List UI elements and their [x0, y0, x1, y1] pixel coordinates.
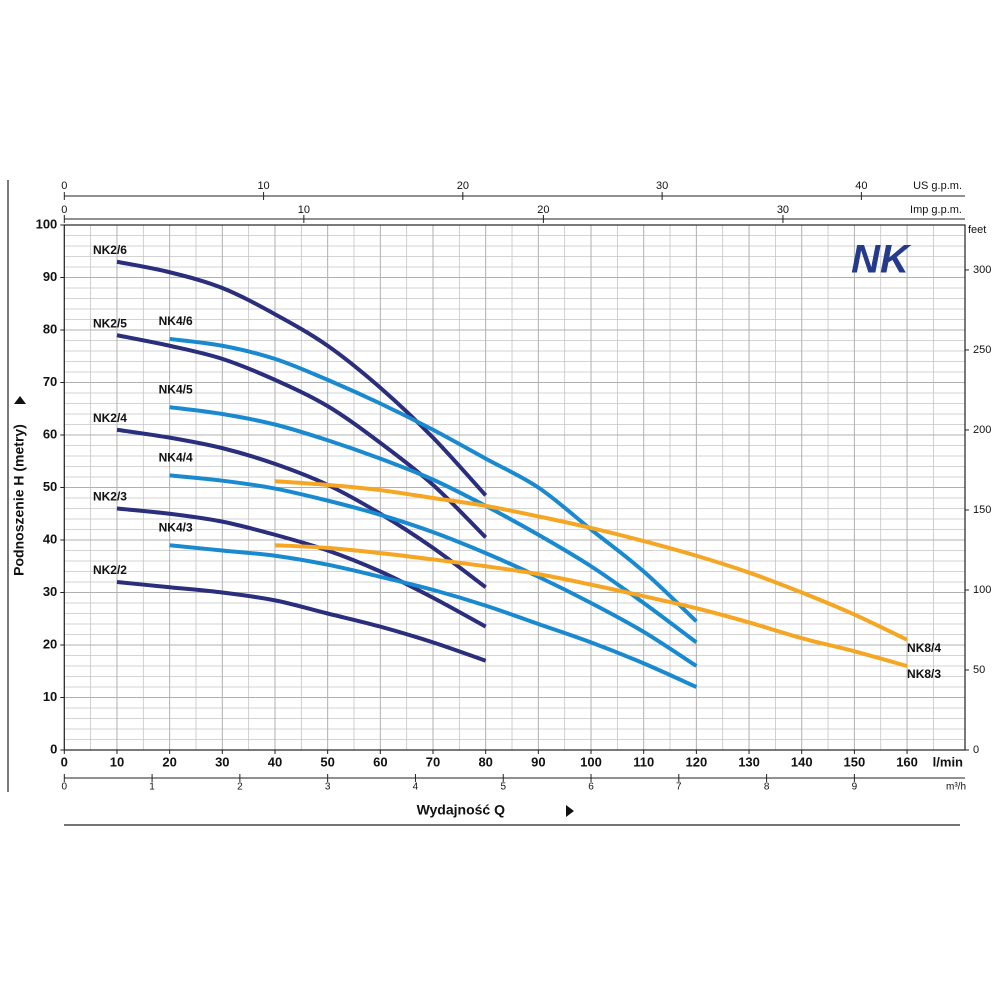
tick-label: 20	[457, 180, 469, 192]
y-tick-label: 10	[43, 689, 57, 704]
tick-label: 200	[973, 424, 991, 436]
x-tick-label: 20	[162, 754, 176, 769]
tick-label: 8	[764, 782, 770, 793]
y-tick-label: 100	[36, 216, 58, 231]
y-tick-label: 80	[43, 321, 57, 336]
curve	[116, 333, 488, 539]
tick-label: 7	[676, 782, 682, 793]
series-label: NK2/5	[93, 316, 127, 330]
tick-label: 0	[61, 180, 67, 192]
x-axis-label: Wydajność Q	[417, 802, 506, 818]
series-label: NK8/3	[907, 667, 941, 681]
x-tick-label: 110	[633, 754, 654, 769]
curve	[169, 473, 698, 668]
tick-label: 150	[973, 504, 991, 516]
x-tick-label: 100	[580, 754, 602, 769]
tick-label: 30	[777, 204, 789, 216]
series-label: NK4/3	[159, 520, 193, 534]
curves: NK2/6 NK2/5 NK2/4 NK2/3 NK2/2 NK4/6 NK4/5 NK4/4…	[93, 243, 941, 689]
series-label: NK4/4	[159, 451, 193, 465]
tick-label: 10	[298, 204, 310, 216]
tick-label: 0	[62, 782, 68, 793]
x-tick-label: 70	[426, 754, 440, 769]
series-label: NK4/5	[159, 382, 193, 396]
y-axis-label: Podnoszenie H (metry)	[11, 424, 27, 576]
tick-label: 3	[325, 782, 331, 793]
axis-unit: feet	[968, 224, 986, 236]
tick-label: 100	[973, 584, 991, 596]
axis-unit: US g.p.m.	[913, 180, 962, 192]
x-tick-label: 0	[61, 754, 68, 769]
tick-label: 10	[257, 180, 269, 192]
y-tick-label: 50	[43, 479, 57, 494]
tick-label: 6	[588, 782, 594, 793]
x-tick-label: 50	[320, 754, 334, 769]
arrow	[566, 805, 574, 817]
series-label: NK8/4	[907, 641, 941, 655]
logo: NK	[851, 238, 912, 282]
curve	[116, 506, 487, 629]
tick-label: 1	[149, 782, 155, 793]
x-tick-label: 40	[268, 754, 282, 769]
series-label: NK2/4	[93, 411, 127, 425]
y-tick-label: 0	[50, 741, 57, 756]
tick-label: 0	[973, 744, 979, 756]
axis-unit: m³/h	[946, 782, 966, 793]
series-label: NK2/2	[93, 563, 127, 577]
curve	[116, 580, 487, 663]
tick-label: 4	[413, 782, 419, 793]
curve	[169, 405, 698, 644]
tick-label: 300	[973, 264, 991, 276]
x-tick-label: 10	[110, 754, 124, 769]
series-label: NK2/3	[93, 490, 127, 504]
tick-label: 2	[237, 782, 243, 793]
x-tick-label: 90	[531, 754, 545, 769]
curve	[274, 543, 908, 668]
x-tick-label: 60	[373, 754, 387, 769]
x-unit: l/min	[933, 754, 963, 769]
curve	[116, 259, 488, 497]
x-tick-label: 130	[738, 754, 760, 769]
x-tick-label: 150	[844, 754, 866, 769]
curve	[169, 543, 698, 689]
x-tick-label: 120	[686, 754, 708, 769]
arrow	[14, 396, 26, 404]
x-tick-label: 140	[791, 754, 813, 769]
tick-label: 20	[537, 204, 549, 216]
x-tick-label: 160	[896, 754, 918, 769]
tick-label: 250	[973, 344, 991, 356]
y-tick-label: 90	[43, 269, 57, 284]
y-tick-label: 60	[43, 426, 57, 441]
y-tick-label: 70	[43, 374, 57, 389]
x-tick-label: 30	[215, 754, 229, 769]
tick-label: 40	[855, 180, 867, 192]
tick-label: 50	[973, 664, 985, 676]
curve	[169, 336, 698, 623]
axis-unit: Imp g.p.m.	[910, 204, 962, 216]
tick-label: 5	[500, 782, 506, 793]
y-tick-label: 40	[43, 531, 57, 546]
tick-label: 30	[656, 180, 668, 192]
y-tick-label: 20	[43, 636, 57, 651]
grid	[63, 224, 966, 751]
axes: 0 10 20 30 40 50 60 70 80 90 100 110 120 130 140 150 160…	[36, 180, 992, 793]
tick-label: 9	[852, 782, 858, 793]
x-tick-label: 80	[478, 754, 492, 769]
curve	[274, 479, 908, 642]
series-label: NK4/6	[159, 314, 193, 328]
y-tick-label: 30	[43, 584, 57, 599]
curve	[116, 427, 487, 589]
series-label: NK2/6	[93, 243, 127, 257]
tick-label: 0	[61, 204, 67, 216]
